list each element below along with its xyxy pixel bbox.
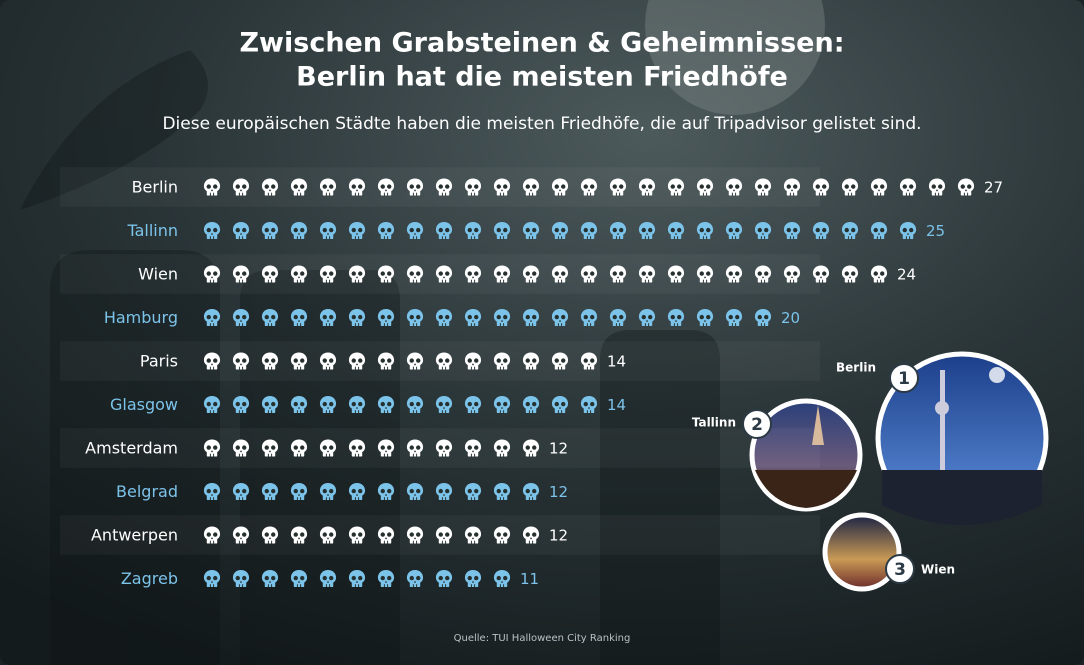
rank-number: 1 [898, 369, 910, 389]
value-label: 14 [607, 396, 626, 414]
category-label: Glasgow [110, 395, 178, 414]
photo-label: Wien [921, 563, 955, 577]
value-label: 12 [549, 440, 568, 458]
category-label: Antwerpen [91, 526, 178, 545]
value-label: 27 [984, 179, 1003, 197]
value-label: 11 [520, 570, 539, 588]
subtitle: Diese europäischen Städte haben die meis… [162, 114, 921, 134]
photo-label: Berlin [836, 361, 876, 375]
category-label: Wien [138, 265, 178, 284]
value-label: 12 [549, 527, 568, 545]
category-label: Paris [140, 352, 178, 371]
rank-badge [742, 409, 772, 439]
photos [749, 351, 1049, 592]
photo-label: Tallinn [692, 416, 736, 430]
value-label: 24 [897, 266, 916, 284]
category-label: Zagreb [121, 569, 178, 588]
rank-number: 2 [751, 415, 763, 435]
rank-number: 3 [894, 560, 906, 580]
rank-badge [885, 554, 915, 584]
category-label: Hamburg [104, 308, 178, 327]
category-label: Amsterdam [85, 439, 178, 458]
value-label: 25 [926, 222, 945, 240]
category-label: Belgrad [116, 482, 178, 501]
value-label: 14 [607, 353, 626, 371]
title: Berlin hat die meisten Friedhöfe [296, 62, 788, 93]
source: Quelle: TUI Halloween City Ranking [454, 633, 631, 644]
category-label: Tallinn [126, 221, 178, 240]
moon [645, 0, 825, 115]
value-label: 20 [781, 309, 800, 327]
category-label: Berlin [132, 178, 178, 197]
value-label: 12 [549, 483, 568, 501]
title: Zwischen Grabsteinen & Geheimnissen: [239, 28, 844, 59]
rank-badge [889, 363, 919, 393]
